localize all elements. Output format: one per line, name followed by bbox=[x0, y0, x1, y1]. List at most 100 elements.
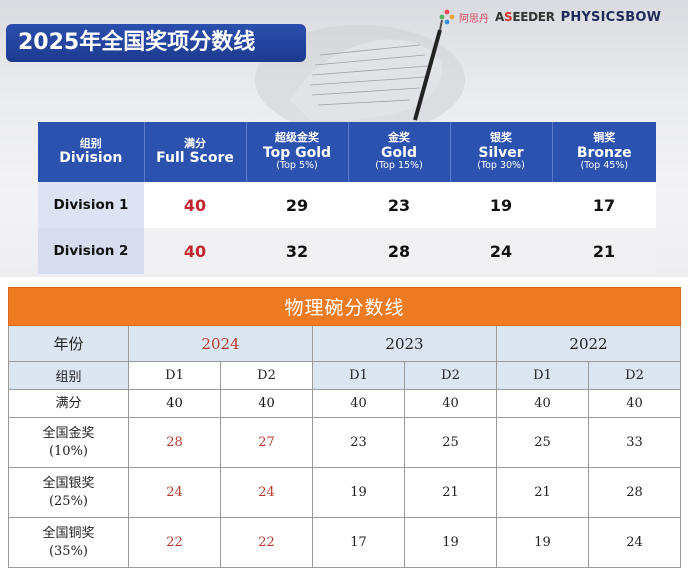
div-header: D1 bbox=[312, 361, 405, 390]
header-bronze: 铜奖 Bronze (Top 45%) bbox=[552, 122, 656, 182]
gold-label: 全国金奖 (10%) bbox=[8, 417, 129, 468]
award-percent: (25%) bbox=[48, 493, 89, 509]
header-cn: 铜奖 bbox=[593, 131, 616, 145]
score-cell: 33 bbox=[587, 417, 682, 468]
header-en: Division bbox=[59, 150, 123, 167]
score-cell: 21 bbox=[496, 467, 589, 518]
table-row: Division 2 40 32 28 24 21 bbox=[38, 228, 656, 274]
score-cell: 17 bbox=[312, 517, 405, 568]
bronze-row: 全国铜奖 (35%) 22 22 17 19 19 24 bbox=[8, 517, 682, 568]
header-top-gold: 超级金奖 Top Gold (Top 5%) bbox=[246, 122, 349, 182]
full-score-value: 40 bbox=[144, 182, 246, 228]
score-cell: 24 bbox=[128, 467, 221, 518]
award-header-row: 组别 Division 满分 Full Score 超级金奖 Top Gold … bbox=[38, 122, 656, 182]
bronze-label: 全国铜奖 (35%) bbox=[8, 517, 129, 568]
full-score-cell: 40 bbox=[128, 389, 221, 418]
score-cell: 28 bbox=[587, 467, 682, 518]
division-label: Division 1 bbox=[38, 182, 144, 228]
full-score-cell: 40 bbox=[312, 389, 405, 418]
top-gold-value: 32 bbox=[246, 228, 348, 274]
score-cell: 25 bbox=[404, 417, 497, 468]
div-header: D2 bbox=[220, 361, 313, 390]
header-en: Silver bbox=[478, 144, 524, 161]
score-cell: 23 bbox=[312, 417, 405, 468]
header-silver: 银奖 Silver (Top 30%) bbox=[450, 122, 553, 182]
silver-row: 全国银奖 (25%) 24 24 19 21 21 28 bbox=[8, 467, 682, 518]
full-score-cell: 40 bbox=[220, 389, 313, 418]
header-pct: (Top 30%) bbox=[477, 159, 525, 171]
score-cell: 19 bbox=[312, 467, 405, 518]
full-score-label: 满分 bbox=[8, 389, 129, 418]
header-pct: (Top 5%) bbox=[276, 159, 318, 171]
year-2024: 2024 bbox=[128, 325, 313, 362]
award-cutoff-panel: 2025年全国奖项分数线 阿思丹 ASEEDER PHYSICSBOW 组别 D… bbox=[0, 0, 688, 277]
header-cn: 满分 bbox=[184, 136, 206, 150]
award-cutoff-table: 组别 Division 满分 Full Score 超级金奖 Top Gold … bbox=[38, 122, 656, 274]
history-banner-title: 物理碗分数线 bbox=[7, 287, 682, 326]
score-cell: 25 bbox=[496, 417, 589, 468]
hand-writing-illustration bbox=[255, 19, 465, 130]
div-header: D1 bbox=[496, 361, 589, 390]
history-score-table: 物理碗分数线 年份 2024 2023 2022 组别 D1 D2 D1 D2 … bbox=[7, 287, 682, 568]
header-pct: (Top 15%) bbox=[375, 159, 423, 171]
div-header: D2 bbox=[404, 361, 497, 390]
top-gold-value: 29 bbox=[246, 182, 348, 228]
header-pct: (Top 45%) bbox=[580, 159, 629, 171]
div-header: D1 bbox=[128, 361, 221, 390]
score-cell: 22 bbox=[220, 517, 313, 568]
full-score-value: 40 bbox=[144, 228, 246, 274]
award-name: 全国金奖 bbox=[42, 425, 95, 441]
header-en: Full Score bbox=[156, 150, 234, 167]
asdan-logo-icon bbox=[439, 9, 455, 25]
physicsbowl-logo: PHYSICSBOW bbox=[560, 9, 662, 25]
full-score-cell: 40 bbox=[587, 389, 682, 418]
page-title: 2025年全国奖项分数线 bbox=[6, 24, 306, 62]
group-label: 组别 bbox=[8, 361, 129, 390]
award-percent: (10%) bbox=[48, 443, 89, 459]
score-cell: 19 bbox=[496, 517, 589, 568]
full-score-row: 满分 40 40 40 40 40 40 bbox=[8, 389, 682, 418]
award-name: 全国银奖 bbox=[42, 475, 95, 491]
table-row: Division 1 40 29 23 19 17 bbox=[38, 182, 656, 228]
header-division: 组别 Division bbox=[38, 122, 145, 182]
score-cell: 24 bbox=[587, 517, 682, 568]
bronze-value: 21 bbox=[552, 228, 656, 274]
full-score-cell: 40 bbox=[404, 389, 497, 418]
aseeder-logo-rest: EEDER bbox=[512, 10, 555, 24]
logo-bar: 阿思丹 ASEEDER PHYSICSBOW bbox=[438, 6, 688, 28]
year-header-row: 年份 2024 2023 2022 bbox=[8, 325, 682, 362]
division-header-row: 组别 D1 D2 D1 D2 D1 D2 bbox=[8, 361, 682, 390]
silver-value: 24 bbox=[450, 228, 552, 274]
gold-value: 23 bbox=[348, 182, 450, 228]
header-cn: 银奖 bbox=[490, 131, 512, 145]
header-en: Gold bbox=[381, 144, 417, 161]
asdan-logo-text: 阿思丹 bbox=[459, 13, 489, 25]
gold-value: 28 bbox=[348, 228, 450, 274]
score-cell: 24 bbox=[220, 467, 313, 518]
aseeder-logo: ASEEDER bbox=[495, 10, 555, 24]
award-name: 全国铜奖 bbox=[42, 525, 95, 541]
physics-bowl-history-panel: 物理碗分数线 年份 2024 2023 2022 组别 D1 D2 D1 D2 … bbox=[7, 287, 682, 572]
score-cell: 27 bbox=[220, 417, 313, 468]
header-cn: 组别 bbox=[79, 136, 102, 150]
year-label: 年份 bbox=[8, 325, 129, 362]
aseeder-logo-prefix: A bbox=[495, 10, 504, 24]
silver-label: 全国银奖 (25%) bbox=[8, 467, 129, 518]
aseeder-logo-red: S bbox=[504, 10, 513, 24]
year-2022: 2022 bbox=[495, 325, 682, 362]
header-en: Bronze bbox=[576, 144, 632, 161]
silver-value: 19 bbox=[450, 182, 552, 228]
score-cell: 22 bbox=[128, 517, 221, 568]
gold-row: 全国金奖 (10%) 28 27 23 25 25 33 bbox=[8, 417, 682, 468]
header-en: Top Gold bbox=[262, 144, 332, 161]
score-cell: 28 bbox=[128, 417, 221, 468]
header-cn: 金奖 bbox=[388, 131, 410, 145]
score-cell: 21 bbox=[404, 467, 497, 518]
year-2023: 2023 bbox=[312, 325, 497, 362]
header-gold: 金奖 Gold (Top 15%) bbox=[348, 122, 451, 182]
full-score-cell: 40 bbox=[496, 389, 589, 418]
bronze-value: 17 bbox=[552, 182, 656, 228]
score-cell: 19 bbox=[404, 517, 497, 568]
header-full-score: 满分 Full Score bbox=[144, 122, 247, 182]
header-cn: 超级金奖 bbox=[275, 131, 319, 145]
